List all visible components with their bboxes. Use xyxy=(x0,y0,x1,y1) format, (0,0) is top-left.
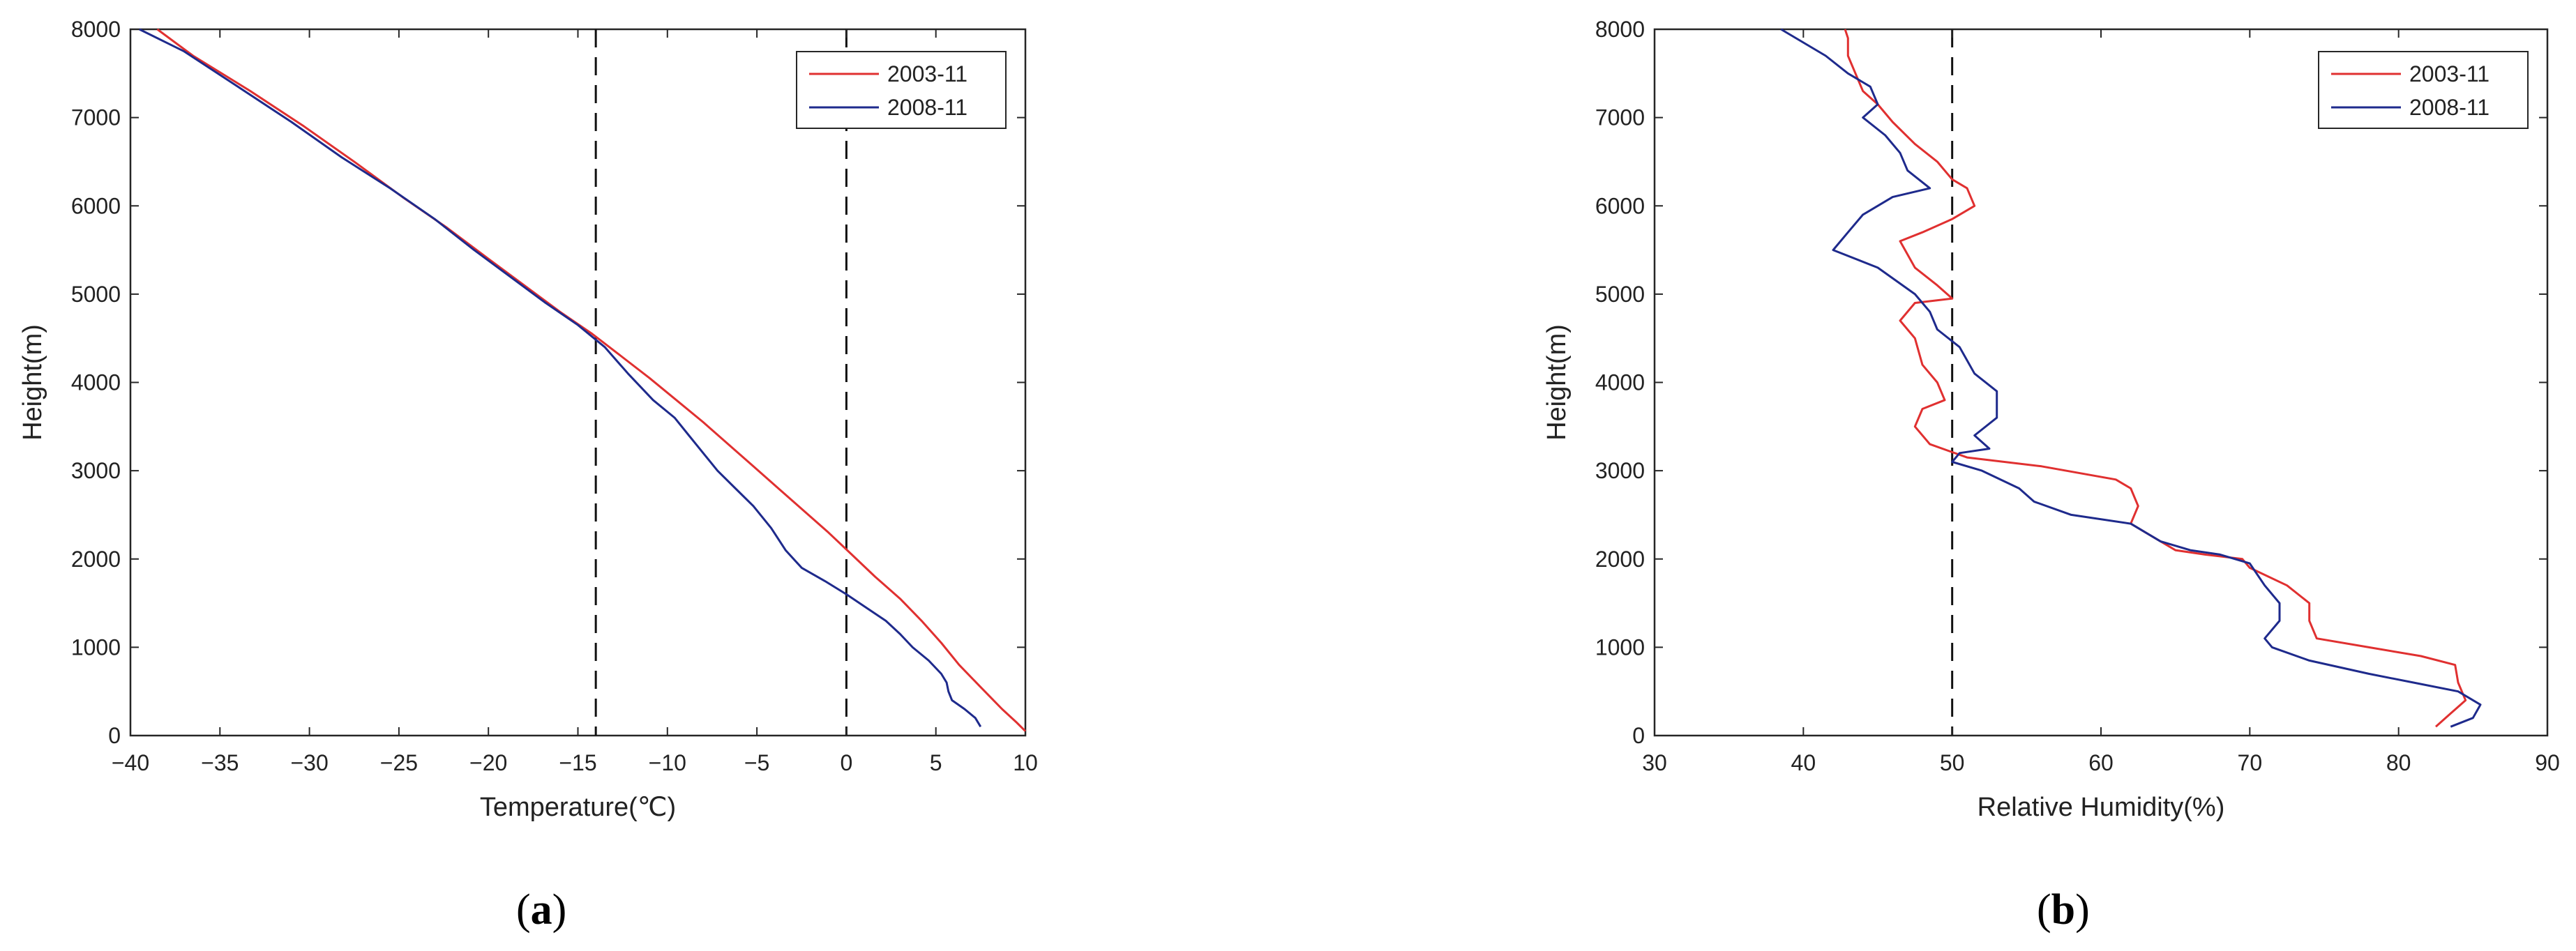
y-tick-label: 1000 xyxy=(1595,634,1645,660)
x-tick-label: −20 xyxy=(469,750,507,775)
legend: 2003-11 2008-11 xyxy=(2318,51,2529,129)
y-tick-label: 5000 xyxy=(71,282,121,307)
panel-label-a: (a) xyxy=(516,886,567,934)
x-tick-label: 0 xyxy=(841,750,853,775)
chart-humidity-profile: 30 40 50 60 70 80 90 0 1000 2000 3000 4000 5000 6000 7… xyxy=(1542,17,2560,822)
y-tick-label: 8000 xyxy=(1595,17,1645,42)
legend-label: 2008-11 xyxy=(887,95,967,120)
x-tick-label: 10 xyxy=(1013,750,1038,775)
legend-box xyxy=(796,51,1007,129)
x-tick-label: 50 xyxy=(1940,750,1965,775)
plot-area xyxy=(129,28,1027,737)
x-tick-label: −25 xyxy=(380,750,418,775)
x-tick-label: −30 xyxy=(290,750,328,775)
y-tick-label: 0 xyxy=(108,723,121,748)
y-axis-label: Height(m) xyxy=(18,324,47,441)
x-tick-label: 60 xyxy=(2088,750,2114,775)
legend-label: 2003-11 xyxy=(887,61,967,86)
x-tick-label: 90 xyxy=(2535,750,2560,775)
y-tick-label: 5000 xyxy=(1595,282,1645,307)
x-tick-label: 80 xyxy=(2386,750,2411,775)
y-tick-label: 3000 xyxy=(1595,458,1645,483)
y-tick-label: 3000 xyxy=(71,458,121,483)
y-tick-label: 4000 xyxy=(71,370,121,395)
x-axis-label: Temperature(℃) xyxy=(480,793,676,822)
plot-area xyxy=(1653,28,2549,737)
x-tick-label: −10 xyxy=(649,750,686,775)
y-tick-label: 7000 xyxy=(1595,105,1645,130)
legend: 2003-11 2008-11 xyxy=(796,51,1007,129)
series-line-2008-11 xyxy=(139,28,982,728)
y-tick-label: 2000 xyxy=(1595,547,1645,572)
y-axis-label: Height(m) xyxy=(1542,324,1572,441)
x-tick-label: −15 xyxy=(559,750,596,775)
series-line-2008-11 xyxy=(1780,28,2482,728)
y-tick-label: 4000 xyxy=(1595,370,1645,395)
y-tick-label: 0 xyxy=(1632,723,1645,748)
x-tick-label: 5 xyxy=(930,750,942,775)
legend-label: 2008-11 xyxy=(2409,95,2490,120)
x-tick-label: −40 xyxy=(112,750,149,775)
x-tick-label: 70 xyxy=(2238,750,2263,775)
legend-label: 2003-11 xyxy=(2409,61,2490,86)
y-tick-label: 1000 xyxy=(71,634,121,660)
y-tick-label: 6000 xyxy=(1595,193,1645,218)
y-tick-label: 6000 xyxy=(71,193,121,218)
legend-box xyxy=(2318,51,2529,129)
x-tick-label: 40 xyxy=(1791,750,1816,775)
y-tick-label: 2000 xyxy=(71,547,121,572)
x-tick-label: −35 xyxy=(201,750,239,775)
panel-label-b: (b) xyxy=(2037,886,2090,934)
x-axis-label: Relative Humidity(%) xyxy=(1978,793,2225,822)
series-line-2003-11 xyxy=(1844,29,2467,728)
x-tick-label: −5 xyxy=(744,750,769,775)
chart-temperature-profile: −40 −35 −30 −25 −20 −15 −10 −5 0 5 10 0 1000 2000 3000… xyxy=(18,17,1038,822)
y-tick-label: 8000 xyxy=(71,17,121,42)
x-tick-label: 30 xyxy=(1642,750,1667,775)
y-tick-label: 7000 xyxy=(71,105,121,130)
